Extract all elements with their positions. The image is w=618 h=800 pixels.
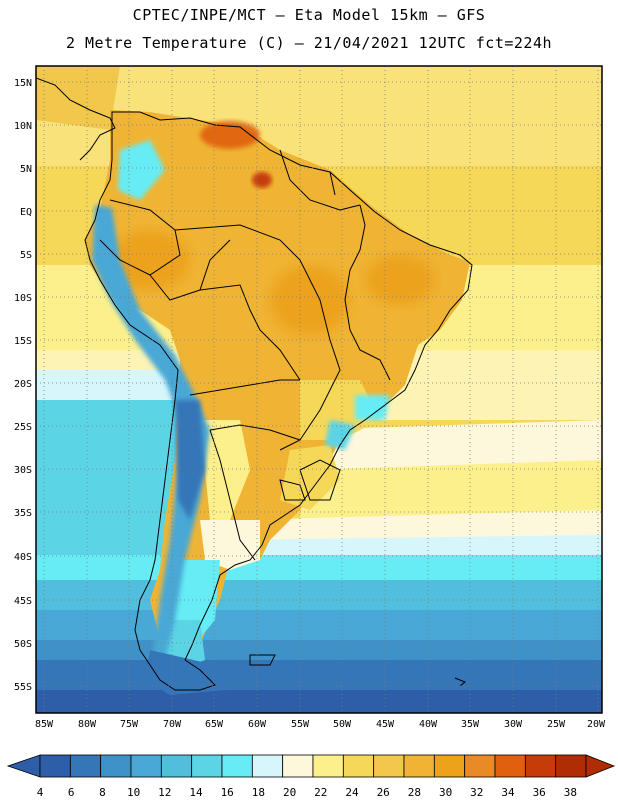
colorbar: 4 6 8 10 12 14 16 18 20 22 24 26 28 30 32 34 36 38: [6, 754, 616, 799]
colorbar-swatch: [433, 754, 466, 778]
colorbar-swatch: [130, 754, 162, 778]
colorbar-label: 38: [564, 786, 577, 799]
colorbar-left-arrow: [6, 754, 41, 778]
colorbar-label: 26: [377, 786, 390, 799]
lon-label: 85W: [35, 719, 54, 730]
lat-label: 45S: [14, 596, 32, 607]
map-title-line2: 2 Metre Temperature (C) – 21/04/2021 12U…: [65, 34, 553, 52]
colorbar-swatch: [312, 754, 344, 778]
colorbar-label: 6: [68, 786, 75, 799]
colorbar-label: 8: [99, 786, 106, 799]
colorbar-swatch: [191, 754, 223, 778]
lon-label: 30W: [504, 719, 523, 730]
colorbar-swatch: [160, 754, 193, 778]
lat-label: 40S: [14, 552, 32, 563]
lat-label: 20S: [14, 379, 32, 390]
colorbar-swatch: [251, 754, 284, 778]
lon-label: 25W: [547, 719, 566, 730]
lon-label: 45W: [376, 719, 395, 730]
colorbar-label: 12: [158, 786, 171, 799]
lon-label: 80W: [78, 719, 97, 730]
colorbar-swatch: [494, 754, 526, 778]
colorbar-label: 34: [501, 786, 515, 799]
colorbar-swatch: [69, 754, 102, 778]
colorbar-label: 14: [189, 786, 203, 799]
colorbar-swatch: [221, 754, 253, 778]
lat-label: 5N: [20, 164, 32, 175]
lon-label: 65W: [205, 719, 224, 730]
temperature-field: [36, 66, 602, 713]
colorbar-label: 24: [345, 786, 359, 799]
lon-label: 55W: [291, 719, 310, 730]
colorbar-swatch: [342, 754, 375, 778]
colorbar-label: 28: [408, 786, 421, 799]
colorbar-label: 10: [127, 786, 140, 799]
colorbar-label: 16: [221, 786, 234, 799]
longitude-labels: 85W 80W 75W 70W 65W 60W 55W 50W 45W 40W …: [35, 719, 606, 730]
lon-label: 20W: [587, 719, 606, 730]
colorbar-label: 4: [37, 786, 44, 799]
latitude-labels: 15N 10N 5N EQ 5S 10S 15S 20S 25S 30S 35S…: [14, 78, 32, 693]
colorbar-swatch: [464, 754, 496, 778]
lat-label: 10S: [14, 293, 32, 304]
colorbar-swatch: [403, 754, 435, 778]
colorbar-label: 20: [283, 786, 296, 799]
colorbar-label: 32: [470, 786, 483, 799]
colorbar-right-arrow: [585, 754, 616, 778]
colorbar-swatch: [555, 754, 587, 778]
lon-label: 75W: [120, 719, 139, 730]
colorbar-swatch: [100, 754, 132, 778]
lon-label: 60W: [248, 719, 267, 730]
colorbar-label: 36: [533, 786, 546, 799]
map-title-line1: CPTEC/INPE/MCT – Eta Model 15km – GFS: [132, 6, 486, 24]
colorbar-swatch: [282, 754, 314, 778]
colorbar-swatch: [373, 754, 405, 778]
lat-label: 25S: [14, 422, 32, 433]
lat-label: EQ: [20, 207, 32, 218]
coastlines: [36, 77, 473, 691]
lat-label: 5S: [20, 250, 32, 261]
lat-label: 10N: [14, 121, 32, 132]
colorbar-label: 22: [314, 786, 327, 799]
lon-label: 40W: [419, 719, 438, 730]
lat-label: 55S: [14, 682, 32, 693]
colorbar-label: 30: [439, 786, 452, 799]
colorbar-swatch: [39, 754, 71, 778]
colorbar-swatch: [524, 754, 557, 778]
lat-label: 30S: [14, 465, 32, 476]
lat-label: 50S: [14, 639, 32, 650]
lon-label: 35W: [461, 719, 480, 730]
lon-label: 50W: [333, 719, 352, 730]
map-frame: [35, 65, 603, 714]
lat-label: 15S: [14, 336, 32, 347]
lon-label: 70W: [163, 719, 182, 730]
lat-label: 35S: [14, 508, 32, 519]
colorbar-label: 18: [252, 786, 265, 799]
lat-label: 15N: [14, 78, 32, 89]
